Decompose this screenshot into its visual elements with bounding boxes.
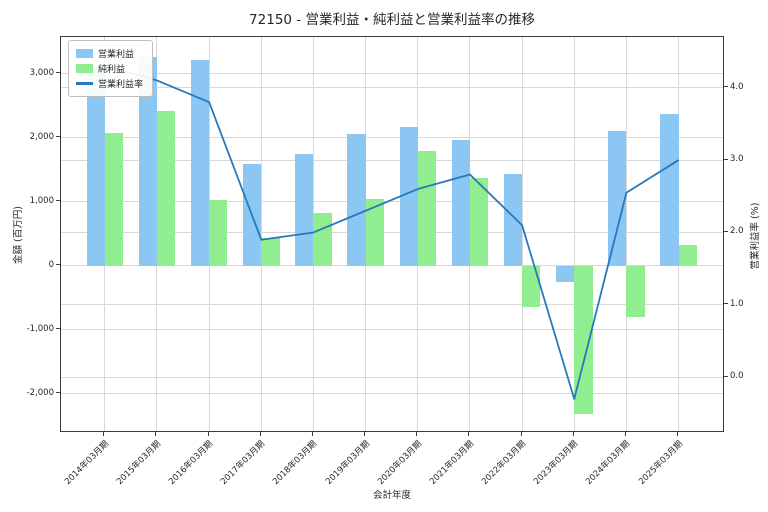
y-axis-left-tick-mark xyxy=(56,200,60,202)
x-axis-tick-mark xyxy=(416,432,418,436)
y-axis-right-tick-mark xyxy=(724,158,728,160)
y-axis-left-tick-label: 1,000 xyxy=(29,195,54,206)
bar-operating-profit xyxy=(660,114,679,266)
bar-operating-profit xyxy=(190,59,210,266)
y-axis-right-tick-label: 3.0 xyxy=(730,154,744,165)
y-axis-right-tick-label: 0.0 xyxy=(730,371,744,382)
gridline-horizontal xyxy=(61,231,723,233)
x-axis-tick-mark xyxy=(468,432,470,436)
y-axis-left-tick-mark xyxy=(56,264,60,266)
y-axis-left-tick-mark xyxy=(56,392,60,394)
gridline-horizontal xyxy=(61,201,723,203)
y-axis-left-tick-mark xyxy=(56,72,60,74)
legend-item-operating-profit: 営業利益 xyxy=(76,46,143,61)
gridline-horizontal xyxy=(61,87,723,89)
y-axis-label-left: 金額 (百万円) xyxy=(13,206,24,264)
x-axis-tick-mark xyxy=(364,432,366,436)
legend-line-operating-margin-icon xyxy=(76,82,93,85)
chart-title: 72150 - 営業利益・純利益と営業利益率の推移 xyxy=(249,12,535,28)
y-axis-left-tick-label: -1,000 xyxy=(26,323,54,334)
y-axis-right-tick-label: 4.0 xyxy=(730,81,744,92)
legend-label: 純利益 xyxy=(98,65,126,75)
bar-net-profit xyxy=(522,265,541,307)
x-axis-tick-mark xyxy=(103,432,105,436)
bar-net-profit xyxy=(626,265,645,318)
y-axis-right-tick-mark xyxy=(724,230,728,232)
legend-item-operating-margin: 営業利益率 xyxy=(76,76,143,91)
bar-net-profit xyxy=(156,111,176,266)
bar-net-profit xyxy=(209,199,228,266)
legend-label: 営業利益 xyxy=(98,50,135,60)
y-axis-left-tick-label: -2,000 xyxy=(26,387,54,398)
gridline-horizontal xyxy=(61,73,723,75)
x-axis-tick-mark xyxy=(259,432,261,436)
legend-swatch-operating-profit-icon xyxy=(76,49,93,58)
gridline-horizontal xyxy=(61,159,723,161)
gridline-vertical xyxy=(625,37,627,431)
x-axis-tick-mark xyxy=(311,432,313,436)
bar-operating-profit xyxy=(138,56,157,266)
gridline-horizontal xyxy=(61,137,723,139)
x-axis-tick-mark xyxy=(155,432,157,436)
bar-operating-profit xyxy=(451,140,470,266)
y-axis-left-tick-label: 2,000 xyxy=(29,131,54,142)
gridline-vertical xyxy=(521,37,523,431)
bar-operating-profit xyxy=(86,67,105,266)
y-axis-right-tick-mark xyxy=(724,375,728,377)
y-axis-left-tick-label: 3,000 xyxy=(29,67,54,78)
chart-legend: 営業利益 純利益 営業利益率 xyxy=(68,40,154,97)
bar-net-profit xyxy=(261,238,280,266)
x-axis-tick-mark xyxy=(624,432,626,436)
x-axis-tick-mark xyxy=(572,432,574,436)
bar-operating-profit xyxy=(347,134,366,266)
gridline-horizontal xyxy=(61,376,723,378)
bar-operating-profit xyxy=(608,131,627,266)
gridline-horizontal xyxy=(61,265,723,267)
bar-net-profit xyxy=(574,265,593,414)
gridline-horizontal xyxy=(61,304,723,306)
bar-operating-profit xyxy=(503,173,523,266)
plot-area xyxy=(60,36,724,432)
gridline-vertical xyxy=(573,37,575,431)
legend-label: 営業利益率 xyxy=(98,80,144,90)
y-axis-right-tick-label: 1.0 xyxy=(730,298,744,309)
bar-net-profit xyxy=(104,132,124,266)
y-axis-left-tick-mark xyxy=(56,328,60,330)
bar-net-profit xyxy=(417,150,437,266)
y-axis-right-tick-mark xyxy=(724,86,728,88)
x-axis-tick-mark xyxy=(677,432,679,436)
bar-operating-profit xyxy=(295,153,314,266)
bar-net-profit xyxy=(469,178,489,266)
gridline-horizontal xyxy=(61,393,723,395)
gridline-horizontal xyxy=(61,329,723,331)
bar-operating-profit xyxy=(399,127,418,266)
x-axis-tick-mark xyxy=(207,432,209,436)
gridline-vertical xyxy=(678,37,680,431)
x-axis-label: 会計年度 xyxy=(372,490,411,501)
y-axis-right-tick-mark xyxy=(724,303,728,305)
gridline-vertical xyxy=(260,37,262,431)
x-axis-tick-mark xyxy=(520,432,522,436)
legend-swatch-net-profit-icon xyxy=(76,64,93,73)
y-axis-right-tick-label: 2.0 xyxy=(730,226,744,237)
operating-margin-line xyxy=(104,65,680,400)
bar-operating-profit xyxy=(556,265,575,282)
bar-net-profit xyxy=(678,245,697,266)
bar-net-profit xyxy=(365,199,384,266)
y-axis-left-tick-label: 0 xyxy=(48,259,54,270)
legend-item-net-profit: 純利益 xyxy=(76,61,143,76)
y-axis-left-tick-mark xyxy=(56,136,60,138)
